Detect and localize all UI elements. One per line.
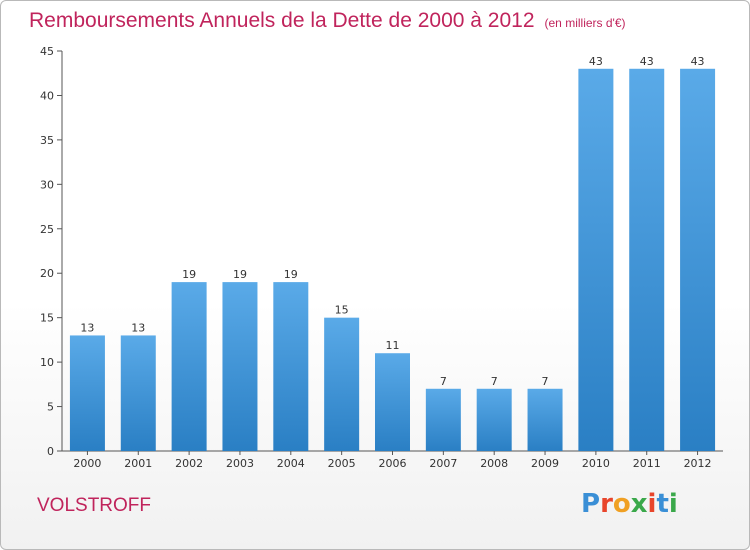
data-label: 43 — [640, 55, 654, 68]
x-tick-label: 2012 — [684, 457, 712, 470]
chart-bars: 13 13 19 19 19 15 11 7 7 7 43 43 43 — [69, 55, 716, 452]
y-tick-label: 40 — [40, 89, 54, 102]
data-label: 43 — [691, 55, 705, 68]
data-label: 15 — [335, 304, 349, 317]
data-label: 13 — [80, 321, 94, 334]
y-tick-label: 45 — [40, 45, 54, 58]
y-tick-label: 10 — [40, 356, 54, 369]
x-tick-label: 2000 — [73, 457, 101, 470]
proxiti-logo: Proxiti — [581, 489, 678, 519]
chart-unit: (en milliers d'€) — [544, 16, 626, 30]
y-tick-label: 15 — [40, 312, 54, 325]
bar — [527, 388, 563, 451]
x-tick-label: 2001 — [124, 457, 152, 470]
x-tick-label: 2005 — [328, 457, 356, 470]
data-label: 11 — [386, 339, 400, 352]
x-tick-label: 2006 — [379, 457, 407, 470]
logo-letter: r — [600, 489, 613, 519]
bar — [273, 282, 309, 451]
x-tick-label: 2002 — [175, 457, 203, 470]
data-label: 43 — [589, 55, 603, 68]
chart-title-text: Remboursements Annuels de la Dette de 20… — [29, 9, 535, 32]
data-label: 7 — [542, 375, 549, 388]
city-name: VOLSTROFF — [37, 495, 152, 516]
bar — [120, 335, 156, 451]
x-tick-label: 2009 — [531, 457, 559, 470]
data-label: 19 — [284, 268, 298, 281]
data-label: 7 — [440, 375, 447, 388]
x-tick-label: 2003 — [226, 457, 254, 470]
logo-letter: P — [581, 489, 601, 519]
bar — [680, 68, 716, 452]
y-tick-label: 0 — [47, 445, 54, 458]
y-tick-label: 20 — [40, 267, 54, 280]
x-tick-label: 2010 — [582, 457, 610, 470]
logo-letter: i — [647, 489, 657, 519]
y-tick-label: 30 — [40, 178, 54, 191]
logo-letter: o — [612, 489, 631, 519]
bar — [578, 68, 614, 452]
y-tick-label: 35 — [40, 134, 54, 147]
x-tick-label: 2011 — [633, 457, 661, 470]
data-label: 13 — [131, 321, 145, 334]
bar — [222, 282, 258, 451]
y-tick-label: 25 — [40, 223, 54, 236]
logo-letter: t — [656, 489, 669, 519]
data-label: 7 — [491, 375, 498, 388]
bar — [375, 353, 410, 451]
bar — [324, 317, 360, 451]
x-tick-label: 2004 — [277, 457, 305, 470]
data-label: 19 — [233, 268, 247, 281]
bar — [476, 388, 512, 451]
bar — [425, 388, 461, 451]
bar — [171, 282, 207, 451]
y-tick-label: 5 — [47, 401, 54, 414]
bar — [629, 68, 665, 452]
logo-letter: x — [630, 489, 648, 519]
x-tick-label: 2008 — [480, 457, 508, 470]
chart-title: Remboursements Annuels de la Dette de 20… — [29, 9, 626, 33]
bar — [69, 335, 105, 451]
x-tick-label: 2007 — [429, 457, 457, 470]
data-label: 19 — [182, 268, 196, 281]
logo-letter: i — [668, 489, 678, 519]
